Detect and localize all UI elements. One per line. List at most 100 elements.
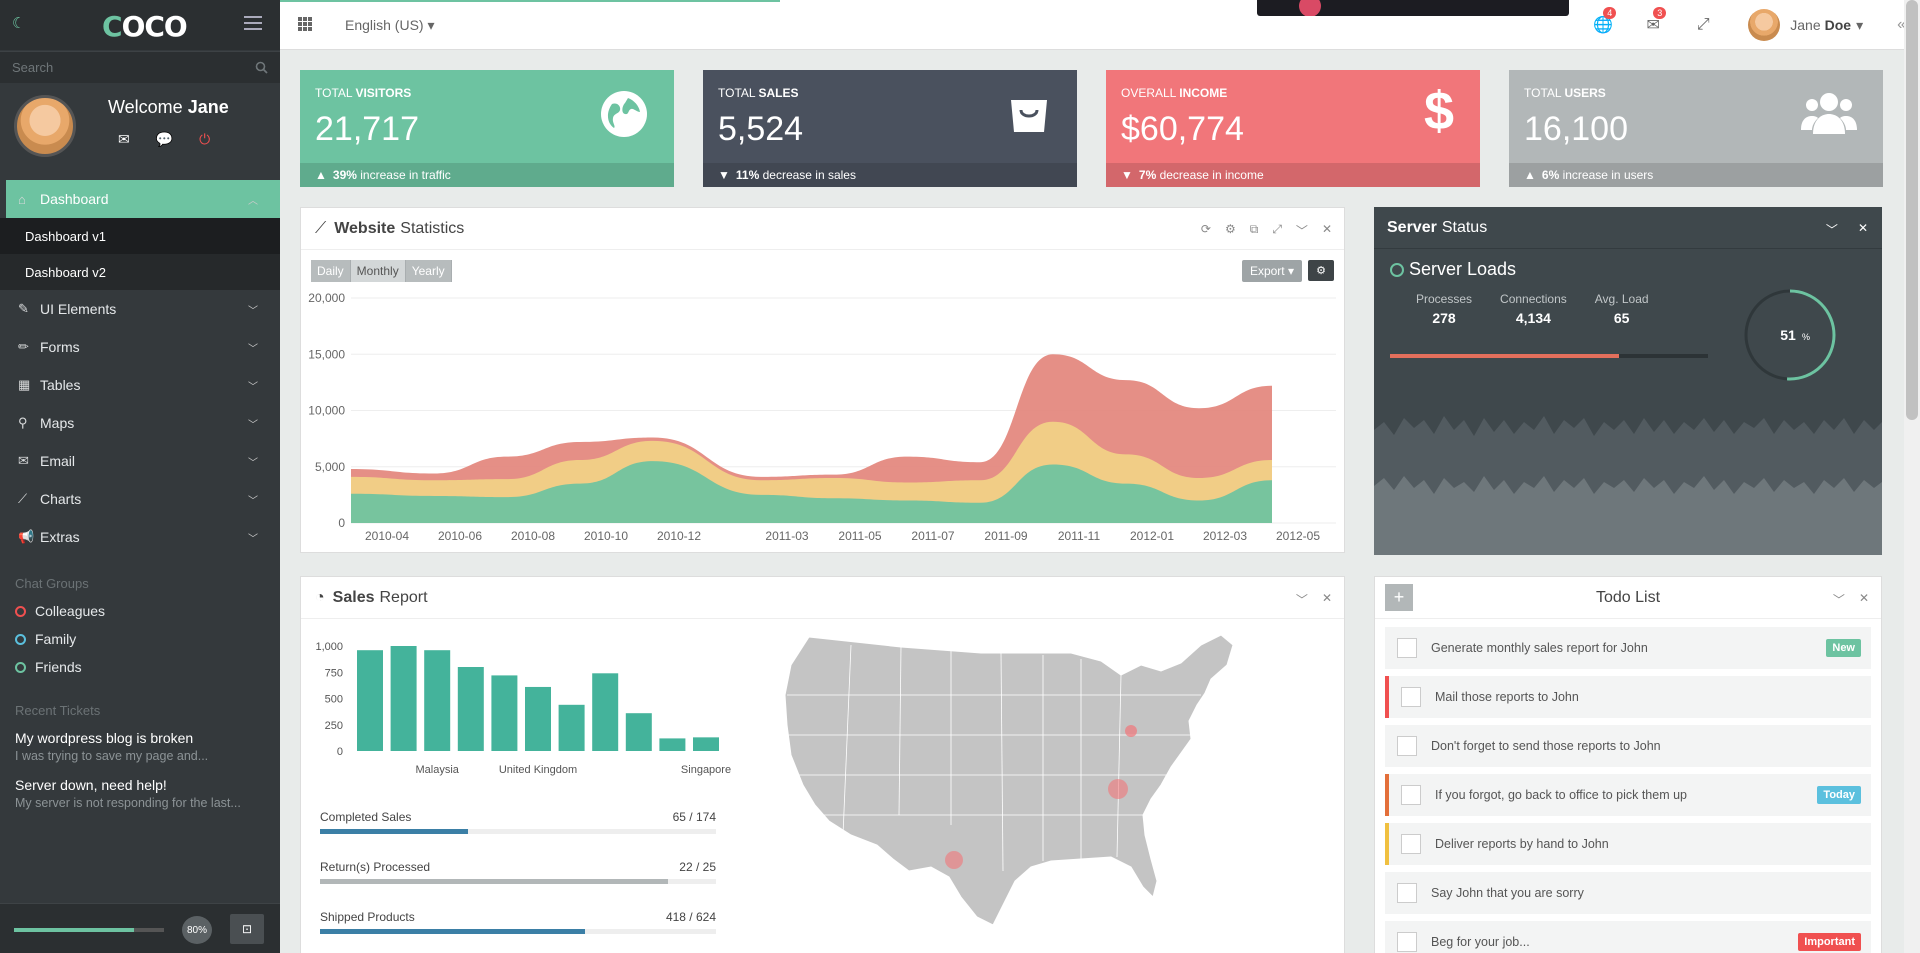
search-input[interactable] xyxy=(12,60,255,75)
server-metrics: Processes 278 Connections 4,134 Avg. Load 6… xyxy=(1416,292,1649,326)
todo-item[interactable]: Generate monthly sales report for John Ne… xyxy=(1385,627,1871,669)
pie-chart-icon: ◔ xyxy=(315,588,325,606)
todo-tag-badge: Important xyxy=(1798,933,1861,951)
logo-bar: ☾ COCO xyxy=(0,0,280,50)
sidebar-item-dashboard[interactable]: ⌂ Dashboard ︿ xyxy=(6,180,280,218)
sidebar-item-tables[interactable]: ▦ Tables ﹀ xyxy=(18,377,258,393)
status-dot-icon xyxy=(15,605,26,617)
refresh-icon[interactable]: ⟳ xyxy=(1200,222,1211,236)
chevron-down-icon[interactable]: ﹀ xyxy=(1832,593,1845,607)
chevron-down-icon: ﹀ xyxy=(248,457,258,469)
todo-item[interactable]: Deliver reports by hand to John xyxy=(1385,823,1871,865)
logo[interactable]: COCO xyxy=(102,10,188,43)
sidebar-item-maps[interactable]: ⚲ Maps ﹀ xyxy=(18,415,258,431)
gear-icon: ⚙ xyxy=(1316,265,1326,277)
todo-checkbox[interactable] xyxy=(1397,883,1417,903)
user-menu[interactable]: Jane Doe ▾ xyxy=(1748,9,1863,41)
chevron-up-icon: ︿ xyxy=(248,195,258,207)
sidebar-item-extras[interactable]: 📢 Extras ﹀ xyxy=(18,529,258,545)
sidebar-subitem-dashboard-v2[interactable]: Dashboard v2 xyxy=(0,254,280,290)
expand-icon[interactable]: ⤢ xyxy=(1272,222,1282,236)
close-icon[interactable]: ✕ xyxy=(1321,222,1332,236)
progress-returns-processed: Return(s) Processed 22 / 25 xyxy=(320,860,716,884)
y-tick-label: 5,000 xyxy=(315,460,345,474)
todo-text: Beg for your job... xyxy=(1431,935,1530,949)
scrollbar[interactable] xyxy=(1904,0,1920,953)
usa-map[interactable] xyxy=(781,635,1311,953)
close-icon[interactable]: ✕ xyxy=(1857,221,1868,235)
moon-icon[interactable]: ☾ xyxy=(12,15,26,32)
export-button[interactable]: Export ▾ xyxy=(1241,260,1302,282)
inbox-button[interactable]: ⊡ xyxy=(230,914,264,944)
dollar-icon: $ xyxy=(1423,81,1454,141)
chevron-down-icon[interactable]: ﹀ xyxy=(1825,223,1838,237)
yearly-button[interactable]: Yearly xyxy=(405,260,452,282)
todo-item[interactable]: Mail those reports to John xyxy=(1385,676,1871,718)
todo-item[interactable]: Don't forget to send those reports to Jo… xyxy=(1385,725,1871,767)
sidebar-item-ui-elements[interactable]: ✎ UI Elements ﹀ xyxy=(18,301,258,317)
todo-checkbox[interactable] xyxy=(1397,932,1417,952)
line-chart-icon: ⟋ xyxy=(18,491,28,506)
chat-groups-title: Chat Groups xyxy=(15,576,89,591)
x-tick-label: 2010-04 xyxy=(365,529,409,543)
envelope-icon: ✉ xyxy=(18,453,29,468)
avatar[interactable] xyxy=(14,95,76,157)
ticket-item[interactable]: Server down, need help! My server is not … xyxy=(15,777,241,810)
caret-up-icon: ▲ xyxy=(315,168,327,182)
comments-icon[interactable]: 💬 xyxy=(155,131,174,147)
collapse-right-icon[interactable]: « xyxy=(1897,16,1906,33)
todo-checkbox[interactable] xyxy=(1401,834,1421,854)
y-tick-label: 1,000 xyxy=(315,641,343,653)
mail-notification-button[interactable]: ✉ 3 xyxy=(1628,7,1678,35)
chevron-down-icon[interactable]: ﹀ xyxy=(1295,224,1308,238)
chat-group-friends[interactable]: Friends xyxy=(0,653,280,681)
todo-item[interactable]: If you forgot, go back to office to pick… xyxy=(1385,774,1871,816)
home-icon: ⌂ xyxy=(18,191,26,207)
progress-badge: 80% xyxy=(182,916,212,944)
menu-toggle-icon[interactable] xyxy=(244,16,262,34)
mail-badge: 3 xyxy=(1653,7,1667,19)
close-icon[interactable]: ✕ xyxy=(1858,591,1869,605)
y-tick-label: 750 xyxy=(325,667,343,679)
sidebar-nav: ⌂ Dashboard ︿ Dashboard v1 Dashboard v2 ✎ U… xyxy=(0,180,280,556)
scrollbar-thumb[interactable] xyxy=(1906,0,1918,420)
envelope-icon[interactable]: ✉ xyxy=(118,131,130,147)
x-tick-label: 2011-03 xyxy=(765,529,808,543)
language-dropdown[interactable]: English (US) ▾ xyxy=(345,17,435,33)
close-icon[interactable]: ✕ xyxy=(1321,591,1332,605)
x-tick-label: 2012-01 xyxy=(1130,529,1174,543)
gauge-value: 51 xyxy=(1780,327,1796,343)
chevron-down-icon[interactable]: ﹀ xyxy=(1295,593,1308,607)
bar xyxy=(525,686,551,751)
settings-icon[interactable]: ⚙ xyxy=(1224,222,1236,236)
todo-checkbox[interactable] xyxy=(1401,785,1421,805)
search-icon[interactable] xyxy=(255,61,268,74)
chat-group-colleagues[interactable]: Colleagues xyxy=(0,597,280,625)
popout-icon[interactable]: ⧉ xyxy=(1249,222,1259,236)
sidebar-subitem-dashboard-v1[interactable]: Dashboard v1 xyxy=(0,218,280,254)
popup-icon xyxy=(1299,0,1321,16)
daily-button[interactable]: Daily xyxy=(311,260,351,282)
todo-checkbox[interactable] xyxy=(1401,687,1421,707)
todo-checkbox[interactable] xyxy=(1397,638,1417,658)
y-tick-label: 0 xyxy=(338,516,345,530)
power-icon[interactable]: ⏻ xyxy=(199,131,211,147)
notification-popup[interactable] xyxy=(1257,0,1569,16)
y-tick-label: 0 xyxy=(337,746,343,758)
ticket-item[interactable]: My wordpress blog is broken I was trying … xyxy=(15,730,209,763)
bar xyxy=(390,646,417,751)
chat-group-family[interactable]: Family xyxy=(0,625,280,653)
sidebar-item-charts[interactable]: ⟋ Charts ﹀ xyxy=(18,491,258,507)
todo-item[interactable]: Beg for your job... Important xyxy=(1385,921,1871,953)
apps-grid-icon[interactable] xyxy=(298,17,312,31)
globe-notification-button[interactable]: 🌐 4 xyxy=(1578,7,1628,35)
fullscreen-button[interactable]: ⤢ xyxy=(1678,16,1728,34)
sidebar-item-email[interactable]: ✉ Email ﹀ xyxy=(18,453,258,469)
add-todo-button[interactable]: + xyxy=(1385,584,1413,611)
todo-item[interactable]: Say John that you are sorry xyxy=(1385,872,1871,914)
monthly-button[interactable]: Monthly xyxy=(350,260,406,282)
todo-checkbox[interactable] xyxy=(1397,736,1417,756)
sidebar-item-forms[interactable]: ✏ Forms ﹀ xyxy=(18,339,258,355)
x-tick-label: 2010-08 xyxy=(511,529,555,543)
settings-button[interactable]: ⚙ xyxy=(1308,260,1334,281)
